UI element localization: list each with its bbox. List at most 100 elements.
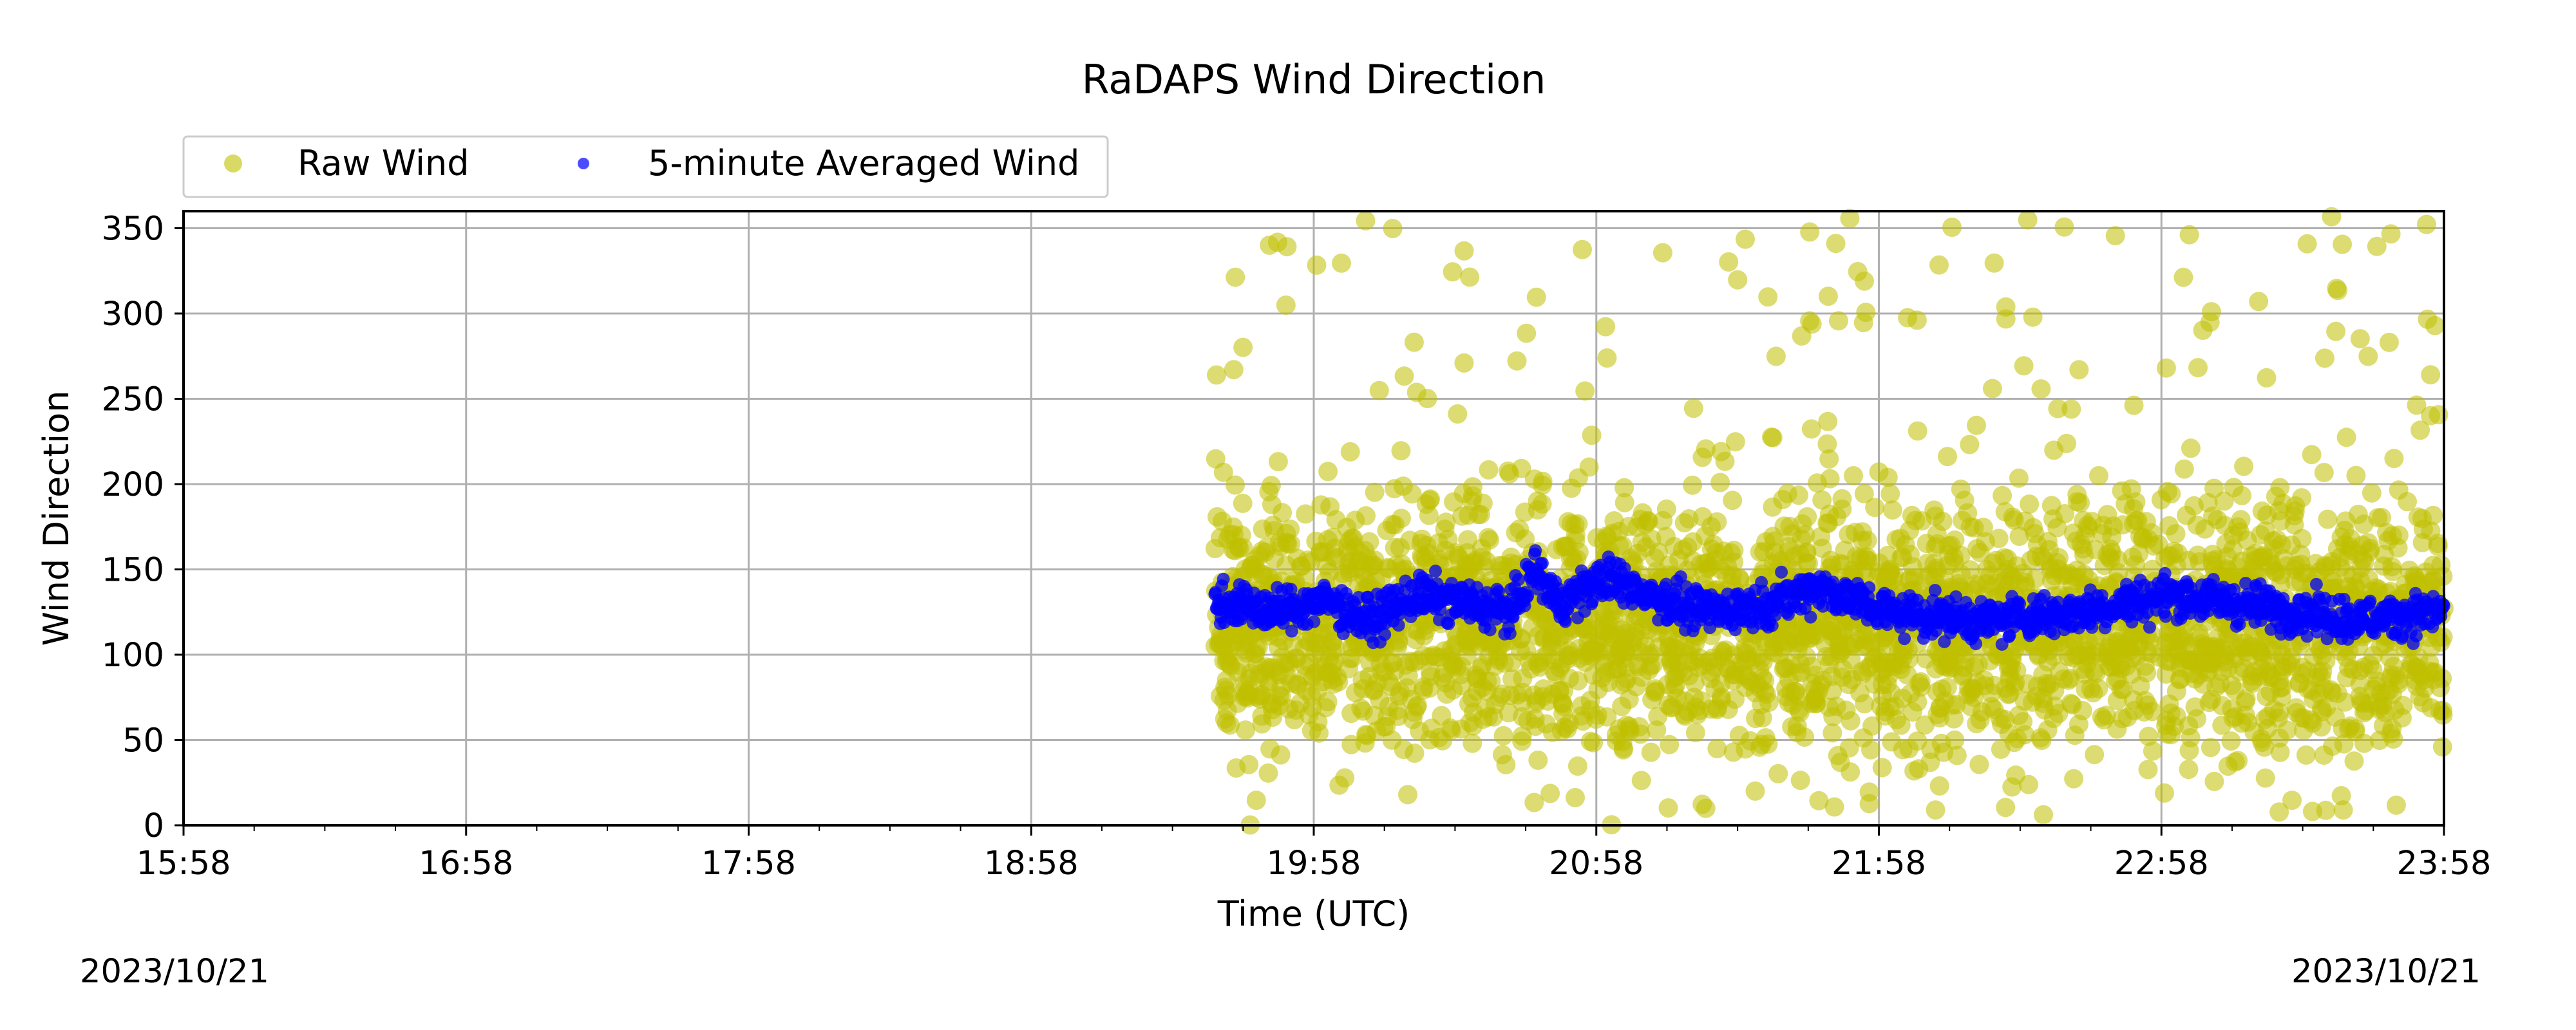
raw-wind-point <box>2088 466 2108 485</box>
raw-wind-point <box>1383 219 1403 238</box>
x-tick-label: 23:58 <box>2397 845 2492 883</box>
raw-wind-point <box>1685 723 1705 743</box>
raw-wind-point <box>2338 718 2358 738</box>
raw-wind-point <box>1715 451 1735 471</box>
x-tick-label: 19:58 <box>1267 845 1361 883</box>
raw-wind-point <box>2269 802 2289 822</box>
raw-wind-point <box>2386 795 2406 815</box>
raw-wind-point <box>2354 733 2374 753</box>
raw-wind-point <box>1648 706 1668 726</box>
raw-wind-point <box>1723 491 1743 510</box>
legend-raw-wind-label: Raw Wind <box>298 143 469 183</box>
raw-wind-point <box>2259 667 2279 687</box>
raw-wind-point <box>2255 709 2275 729</box>
raw-wind-point <box>1844 466 1863 485</box>
raw-wind-point <box>1777 483 1797 503</box>
raw-wind-point <box>1378 557 1397 577</box>
raw-wind-point <box>1489 650 1509 670</box>
raw-wind-point <box>1984 253 2004 273</box>
raw-wind-point <box>1582 426 1602 445</box>
raw-wind-point <box>2014 691 2034 711</box>
raw-wind-point <box>2351 558 2371 578</box>
raw-wind-point <box>1627 517 1647 537</box>
averaged-wind-point <box>1969 637 1983 650</box>
raw-wind-point <box>1441 718 1460 738</box>
raw-wind-point <box>2234 456 2254 476</box>
raw-wind-point <box>1858 630 1878 650</box>
raw-wind-point <box>1332 253 1351 273</box>
raw-wind-point <box>1736 229 1755 249</box>
raw-wind-point <box>1300 653 1320 673</box>
legend-box <box>182 135 1109 198</box>
raw-wind-point <box>1710 473 1730 492</box>
raw-wind-point <box>1258 763 1278 783</box>
raw-wind-point <box>1414 646 1434 666</box>
raw-wind-point <box>2159 516 2179 536</box>
raw-wind-point <box>1507 351 1527 371</box>
raw-wind-point <box>1815 633 1835 653</box>
raw-wind-point <box>1365 482 1385 502</box>
raw-wind-point <box>1861 740 1880 760</box>
raw-wind-point <box>1653 243 1672 263</box>
raw-wind-point <box>2004 676 2024 696</box>
raw-wind-point <box>1756 728 1776 748</box>
raw-wind-point <box>1472 547 1492 567</box>
raw-wind-point <box>1856 303 1876 323</box>
raw-wind-point <box>1872 758 1892 778</box>
averaged-wind-point <box>2013 597 2027 610</box>
raw-wind-point <box>2179 649 2199 669</box>
x-tick-label: 20:58 <box>1549 845 1643 883</box>
raw-wind-point <box>1597 707 1617 727</box>
raw-wind-point <box>1802 314 1822 334</box>
raw-wind-point <box>1996 297 2016 317</box>
raw-wind-point <box>2179 760 2199 780</box>
raw-wind-point <box>2333 800 2353 820</box>
raw-wind-point <box>1572 696 1591 716</box>
raw-wind-point <box>2328 281 2348 301</box>
raw-wind-point <box>1642 689 1662 709</box>
raw-wind-point <box>1318 692 1338 711</box>
raw-wind-point <box>1951 565 1971 585</box>
raw-wind-point <box>2297 234 2317 254</box>
raw-wind-point <box>2400 560 2420 580</box>
raw-wind-point <box>1512 731 1532 751</box>
raw-wind-point <box>2413 693 2433 713</box>
raw-wind-point <box>1641 742 1661 762</box>
raw-wind-point <box>1779 670 1799 690</box>
raw-wind-point <box>1840 209 1860 229</box>
raw-wind-point <box>2336 648 2356 668</box>
y-tick-label: 250 <box>102 381 164 419</box>
raw-wind-point <box>1855 694 1875 714</box>
raw-wind-point <box>1819 504 1839 524</box>
raw-wind-point <box>1929 776 1949 796</box>
raw-wind-point <box>1528 750 1548 770</box>
raw-wind-point <box>1631 771 1651 791</box>
averaged-wind-point <box>1898 632 1911 646</box>
averaged-wind-point <box>1307 615 1321 628</box>
raw-wind-point <box>2367 236 2387 256</box>
raw-wind-point <box>1301 552 1321 572</box>
raw-wind-point <box>1967 714 1987 734</box>
raw-wind-point <box>1680 651 1700 671</box>
raw-wind-point <box>1260 739 1280 759</box>
raw-wind-point <box>1641 656 1660 676</box>
raw-wind-point <box>1661 651 1681 670</box>
raw-wind-point <box>1828 311 1848 331</box>
averaged-wind-point <box>2233 617 2246 631</box>
raw-wind-point <box>2157 651 2177 671</box>
raw-wind-point <box>1955 491 1975 510</box>
raw-wind-point <box>1752 708 1772 727</box>
raw-wind-point <box>2204 771 2224 791</box>
raw-wind-point <box>2237 530 2257 550</box>
raw-wind-point <box>1924 554 1944 574</box>
raw-wind-point <box>2341 529 2361 549</box>
raw-wind-point <box>1812 490 1832 510</box>
raw-wind-point <box>2382 557 2402 577</box>
raw-wind-point <box>2314 745 2334 765</box>
raw-wind-point <box>2179 225 2199 245</box>
raw-wind-point <box>1653 510 1673 530</box>
raw-wind-point <box>2206 639 2226 659</box>
raw-wind-point <box>1588 680 1608 699</box>
raw-wind-point <box>1573 711 1593 731</box>
